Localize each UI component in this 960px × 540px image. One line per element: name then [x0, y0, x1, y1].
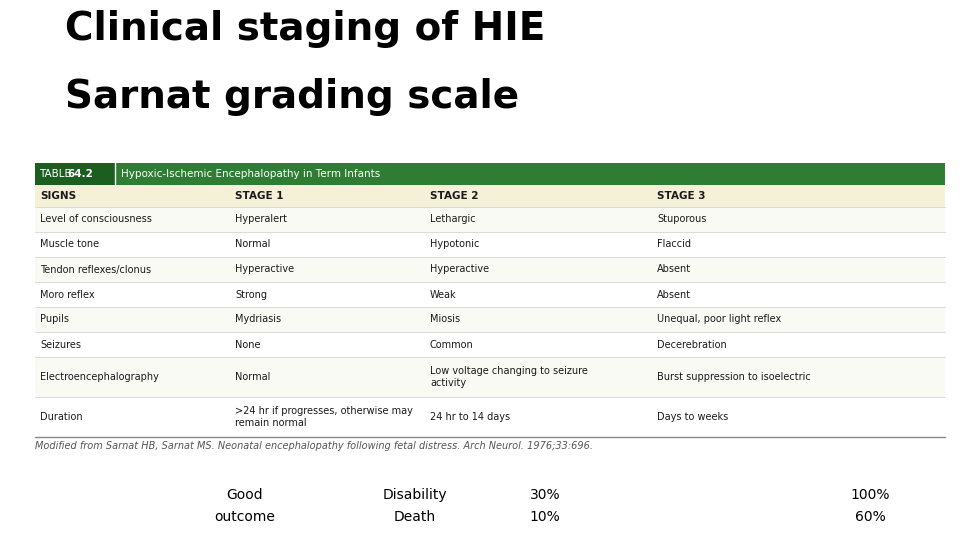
Text: Level of consciousness: Level of consciousness: [40, 214, 152, 225]
Bar: [35, 207, 945, 232]
Text: 10%: 10%: [530, 510, 561, 524]
Text: 60%: 60%: [854, 510, 885, 524]
Text: 100%: 100%: [851, 488, 890, 502]
Text: Days to weeks: Days to weeks: [657, 412, 729, 422]
Text: None: None: [235, 340, 260, 349]
Text: Moro reflex: Moro reflex: [40, 289, 95, 300]
Text: Absent: Absent: [657, 289, 691, 300]
Text: Hyperalert: Hyperalert: [235, 214, 287, 225]
Text: Strong: Strong: [235, 289, 267, 300]
Bar: [35, 357, 945, 397]
Text: Burst suppression to isoelectric: Burst suppression to isoelectric: [657, 372, 811, 382]
Text: >24 hr if progresses, otherwise may
remain normal: >24 hr if progresses, otherwise may rema…: [235, 406, 413, 428]
Text: 30%: 30%: [530, 488, 561, 502]
Text: Muscle tone: Muscle tone: [40, 240, 99, 249]
Text: Hyperactive: Hyperactive: [235, 265, 294, 274]
Bar: [35, 232, 945, 257]
Text: Normal: Normal: [235, 372, 271, 382]
Text: SIGNS: SIGNS: [40, 191, 76, 201]
Bar: [35, 307, 945, 332]
Text: Electroencephalography: Electroencephalography: [40, 372, 158, 382]
Text: Duration: Duration: [40, 412, 83, 422]
Text: Low voltage changing to seizure
activity: Low voltage changing to seizure activity: [430, 366, 588, 388]
Text: Death: Death: [394, 510, 436, 524]
Text: Weak: Weak: [430, 289, 457, 300]
Text: Absent: Absent: [657, 265, 691, 274]
Text: Modified from Sarnat HB, Sarnat MS. Neonatal encephalopathy following fetal dist: Modified from Sarnat HB, Sarnat MS. Neon…: [35, 441, 593, 451]
Text: Hyperactive: Hyperactive: [430, 265, 490, 274]
Text: Clinical staging of HIE: Clinical staging of HIE: [65, 10, 545, 48]
Text: STAGE 3: STAGE 3: [657, 191, 706, 201]
Text: Decerebration: Decerebration: [657, 340, 727, 349]
Text: Hypoxic-Ischemic Encephalopathy in Term Infants: Hypoxic-Ischemic Encephalopathy in Term …: [121, 169, 380, 179]
Text: Good: Good: [227, 488, 263, 502]
Text: Miosis: Miosis: [430, 314, 460, 325]
Text: STAGE 1: STAGE 1: [235, 191, 283, 201]
Text: Flaccid: Flaccid: [657, 240, 691, 249]
Text: Stuporous: Stuporous: [657, 214, 707, 225]
Bar: [35, 163, 115, 185]
Text: Hypotonic: Hypotonic: [430, 240, 479, 249]
Text: TABLE: TABLE: [39, 169, 74, 179]
Text: Tendon reflexes/clonus: Tendon reflexes/clonus: [40, 265, 151, 274]
Bar: [35, 332, 945, 357]
Text: Sarnat grading scale: Sarnat grading scale: [65, 78, 519, 116]
Text: Pupils: Pupils: [40, 314, 69, 325]
Text: Unequal, poor light reflex: Unequal, poor light reflex: [657, 314, 781, 325]
Text: Common: Common: [430, 340, 473, 349]
Text: Mydriasis: Mydriasis: [235, 314, 281, 325]
Bar: [35, 257, 945, 282]
Text: Normal: Normal: [235, 240, 271, 249]
Text: Disability: Disability: [383, 488, 447, 502]
Bar: [35, 282, 945, 307]
Text: Lethargic: Lethargic: [430, 214, 475, 225]
Text: 24 hr to 14 days: 24 hr to 14 days: [430, 412, 510, 422]
Text: outcome: outcome: [215, 510, 276, 524]
Bar: [35, 163, 945, 185]
Text: Seizures: Seizures: [40, 340, 81, 349]
Text: STAGE 2: STAGE 2: [430, 191, 478, 201]
Bar: [35, 397, 945, 437]
Text: 64.2: 64.2: [67, 169, 93, 179]
Bar: [35, 185, 945, 207]
